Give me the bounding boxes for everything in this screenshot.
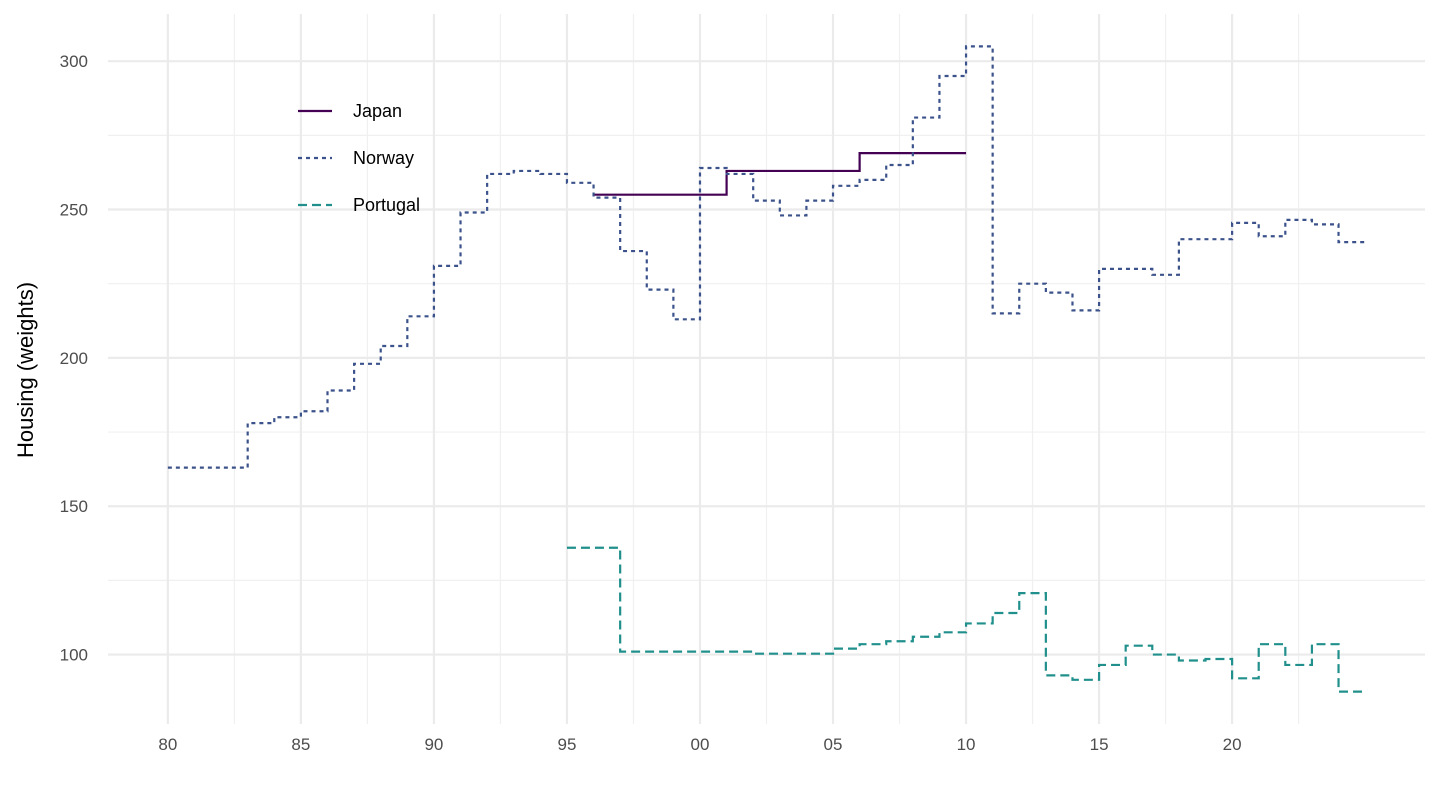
x-tick-label: 00 [691,735,710,754]
x-tick-label: 15 [1090,735,1109,754]
x-tick-label: 10 [957,735,976,754]
series-lines [167,45,1366,693]
x-tick-label: 85 [291,735,310,754]
series-line-norway [167,45,1366,469]
x-tick-label: 20 [1223,735,1242,754]
x-tick-label: 95 [557,735,576,754]
gridlines [108,14,1425,724]
y-tick-label: 250 [60,201,88,220]
y-tick-label: 300 [60,52,88,71]
y-tick-label: 200 [60,349,88,368]
y-tick-label: 150 [60,497,88,516]
series-line-japan [593,152,967,196]
legend: Japan Norway Portugal [298,101,420,215]
y-axis-label: Housing (weights) [13,282,38,458]
legend-label: Norway [353,148,414,168]
x-tick-label: 05 [824,735,843,754]
x-axis-ticks: 80 85 90 95 00 05 10 15 20 [158,735,1241,754]
x-tick-label: 80 [158,735,177,754]
legend-label: Japan [353,101,402,121]
y-tick-label: 100 [60,646,88,665]
series-line-portugal [566,546,1366,693]
y-axis-ticks: 100 150 200 250 300 [60,52,88,664]
x-tick-label: 90 [424,735,443,754]
legend-label: Portugal [353,195,420,215]
